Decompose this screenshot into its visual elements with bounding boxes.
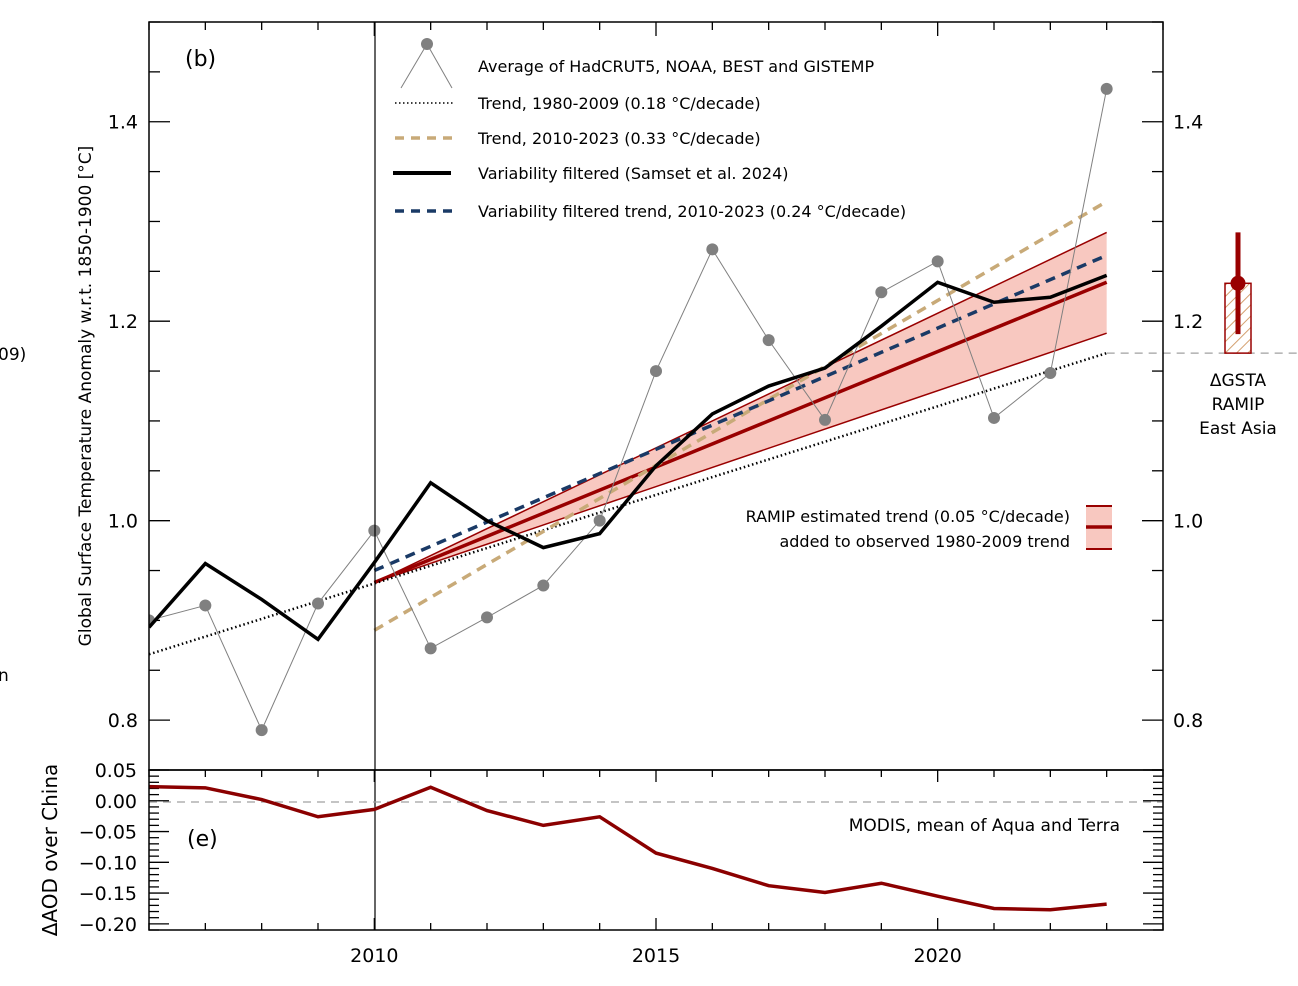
observation-point — [762, 334, 775, 347]
y-tick-label: 1.0 — [108, 511, 138, 533]
main-axis-ticks — [148, 21, 1164, 771]
y-tick-label: 0.8 — [108, 710, 138, 732]
observation-point — [593, 514, 606, 527]
y-tick-label: 1.4 — [108, 112, 138, 134]
observation-point — [199, 599, 212, 612]
clipped-text-fragment-2: n — [0, 666, 9, 686]
panel-label-e: (e) — [187, 827, 218, 852]
aod-y-tick-label: −0.05 — [79, 822, 137, 844]
ramip-legend: RAMIP estimated trend (0.05 °C/decade) a… — [746, 505, 1112, 551]
observation-point — [255, 724, 268, 737]
x-tick-label: 2020 — [913, 945, 961, 967]
legend-item-variability-filtered: Variability filtered (Samset et al. 2024… — [393, 164, 789, 183]
aod-y-tick-labels: 0.05 0.00 −0.05 −0.10 −0.15 −0.20 — [79, 760, 137, 936]
observation-point — [931, 255, 944, 268]
observations-line — [149, 88, 1108, 732]
aod-y-tick-label: −0.15 — [79, 883, 137, 905]
legend-label-variability-filtered: Variability filtered (Samset et al. 2024… — [478, 164, 789, 183]
observation-point — [424, 642, 437, 655]
main-right-y-tick-labels: 0.8 1.0 1.2 1.4 — [1173, 112, 1203, 732]
legend: Average of HadCRUT5, NOAA, BEST and GIST… — [393, 38, 906, 221]
ramip-band-upper — [374, 231, 1107, 584]
panel-label-b: (b) — [185, 47, 216, 72]
observation-point — [312, 597, 324, 610]
legend-label-observations: Average of HadCRUT5, NOAA, BEST and GIST… — [478, 57, 874, 76]
legend-marker-observations — [421, 38, 433, 50]
ramip-box-label: RAMIP — [1212, 395, 1265, 415]
main-series — [149, 82, 1113, 737]
right-y-tick-label: 1.4 — [1173, 112, 1203, 134]
clipped-text-fragment-1: 09) — [0, 345, 26, 365]
aod-plot-frame — [148, 769, 1164, 931]
ramip-box-label: ΔGSTA — [1210, 371, 1267, 391]
variability-filtered-trend-line — [373, 253, 1108, 573]
observation-point — [537, 579, 550, 592]
right-margin-elements: ΔGSTA RAMIP East Asia — [1106, 232, 1298, 439]
ramip-box-label: East Asia — [1199, 419, 1277, 439]
x-tick-label: 2010 — [350, 945, 398, 967]
x-tick-label: 2015 — [632, 945, 680, 967]
main-y-axis-label: Global Surface Temperature Anomaly w.r.t… — [76, 146, 96, 647]
observation-point — [988, 411, 1000, 424]
x-tick-labels: 2010 2015 2020 — [350, 945, 962, 967]
observation-point — [706, 243, 719, 256]
aod-y-tick-label: 0.00 — [95, 791, 137, 813]
right-y-tick-label: 1.0 — [1173, 511, 1203, 533]
legend-label-trend-2010-2023: Trend, 2010-2023 (0.33 °C/decade) — [477, 129, 761, 148]
observation-point — [368, 524, 381, 537]
observation-point — [819, 413, 831, 426]
ramip-legend-line-1: RAMIP estimated trend (0.05 °C/decade) — [746, 507, 1070, 526]
main-y-tick-labels: 0.8 1.0 1.2 1.4 — [108, 112, 138, 732]
legend-item-observations: Average of HadCRUT5, NOAA, BEST and GIST… — [400, 38, 874, 89]
aod-y-tick-label: 0.05 — [95, 760, 137, 782]
ramip-band-center — [373, 280, 1108, 585]
aod-y-axis-label: ΔAOD over China — [38, 764, 62, 937]
observation-point — [650, 365, 662, 378]
legend-item-variability-filtered-trend: Variability filtered trend, 2010-2023 (0… — [395, 202, 906, 221]
ramip-trend-band — [373, 231, 1108, 585]
legend-label-trend-1980-2009: Trend, 1980-2009 (0.18 °C/decade) — [477, 94, 761, 113]
right-y-tick-label: 1.2 — [1173, 311, 1203, 333]
observation-point — [481, 611, 493, 624]
observation-point — [875, 286, 888, 299]
aod-axis-ticks — [148, 769, 1164, 931]
trend-1980-2009-line — [149, 351, 1108, 656]
ramip-point — [1230, 275, 1246, 291]
aod-modis-line — [149, 784, 1107, 912]
right-y-tick-label: 0.8 — [1173, 710, 1203, 732]
aod-y-tick-label: −0.10 — [79, 852, 137, 874]
aod-y-tick-label: −0.20 — [79, 914, 137, 936]
variability-filtered-line — [149, 273, 1108, 642]
aod-series — [149, 784, 1107, 912]
aod-annotation: MODIS, mean of Aqua and Terra — [849, 816, 1120, 836]
ramip-legend-line-2: added to observed 1980-2009 trend — [779, 532, 1070, 551]
ramip-band-lower — [374, 332, 1107, 584]
legend-item-trend-1980-2009: Trend, 1980-2009 (0.18 °C/decade) — [395, 94, 761, 113]
trend-2010-2023-line — [373, 200, 1108, 632]
y-tick-label: 1.2 — [108, 311, 138, 333]
legend-item-trend-2010-2023: Trend, 2010-2023 (0.33 °C/decade) — [395, 129, 761, 148]
legend-label-variability-filtered-trend: Variability filtered trend, 2010-2023 (0… — [478, 202, 906, 221]
observation-point — [1044, 367, 1057, 380]
observation-point — [1100, 82, 1113, 95]
